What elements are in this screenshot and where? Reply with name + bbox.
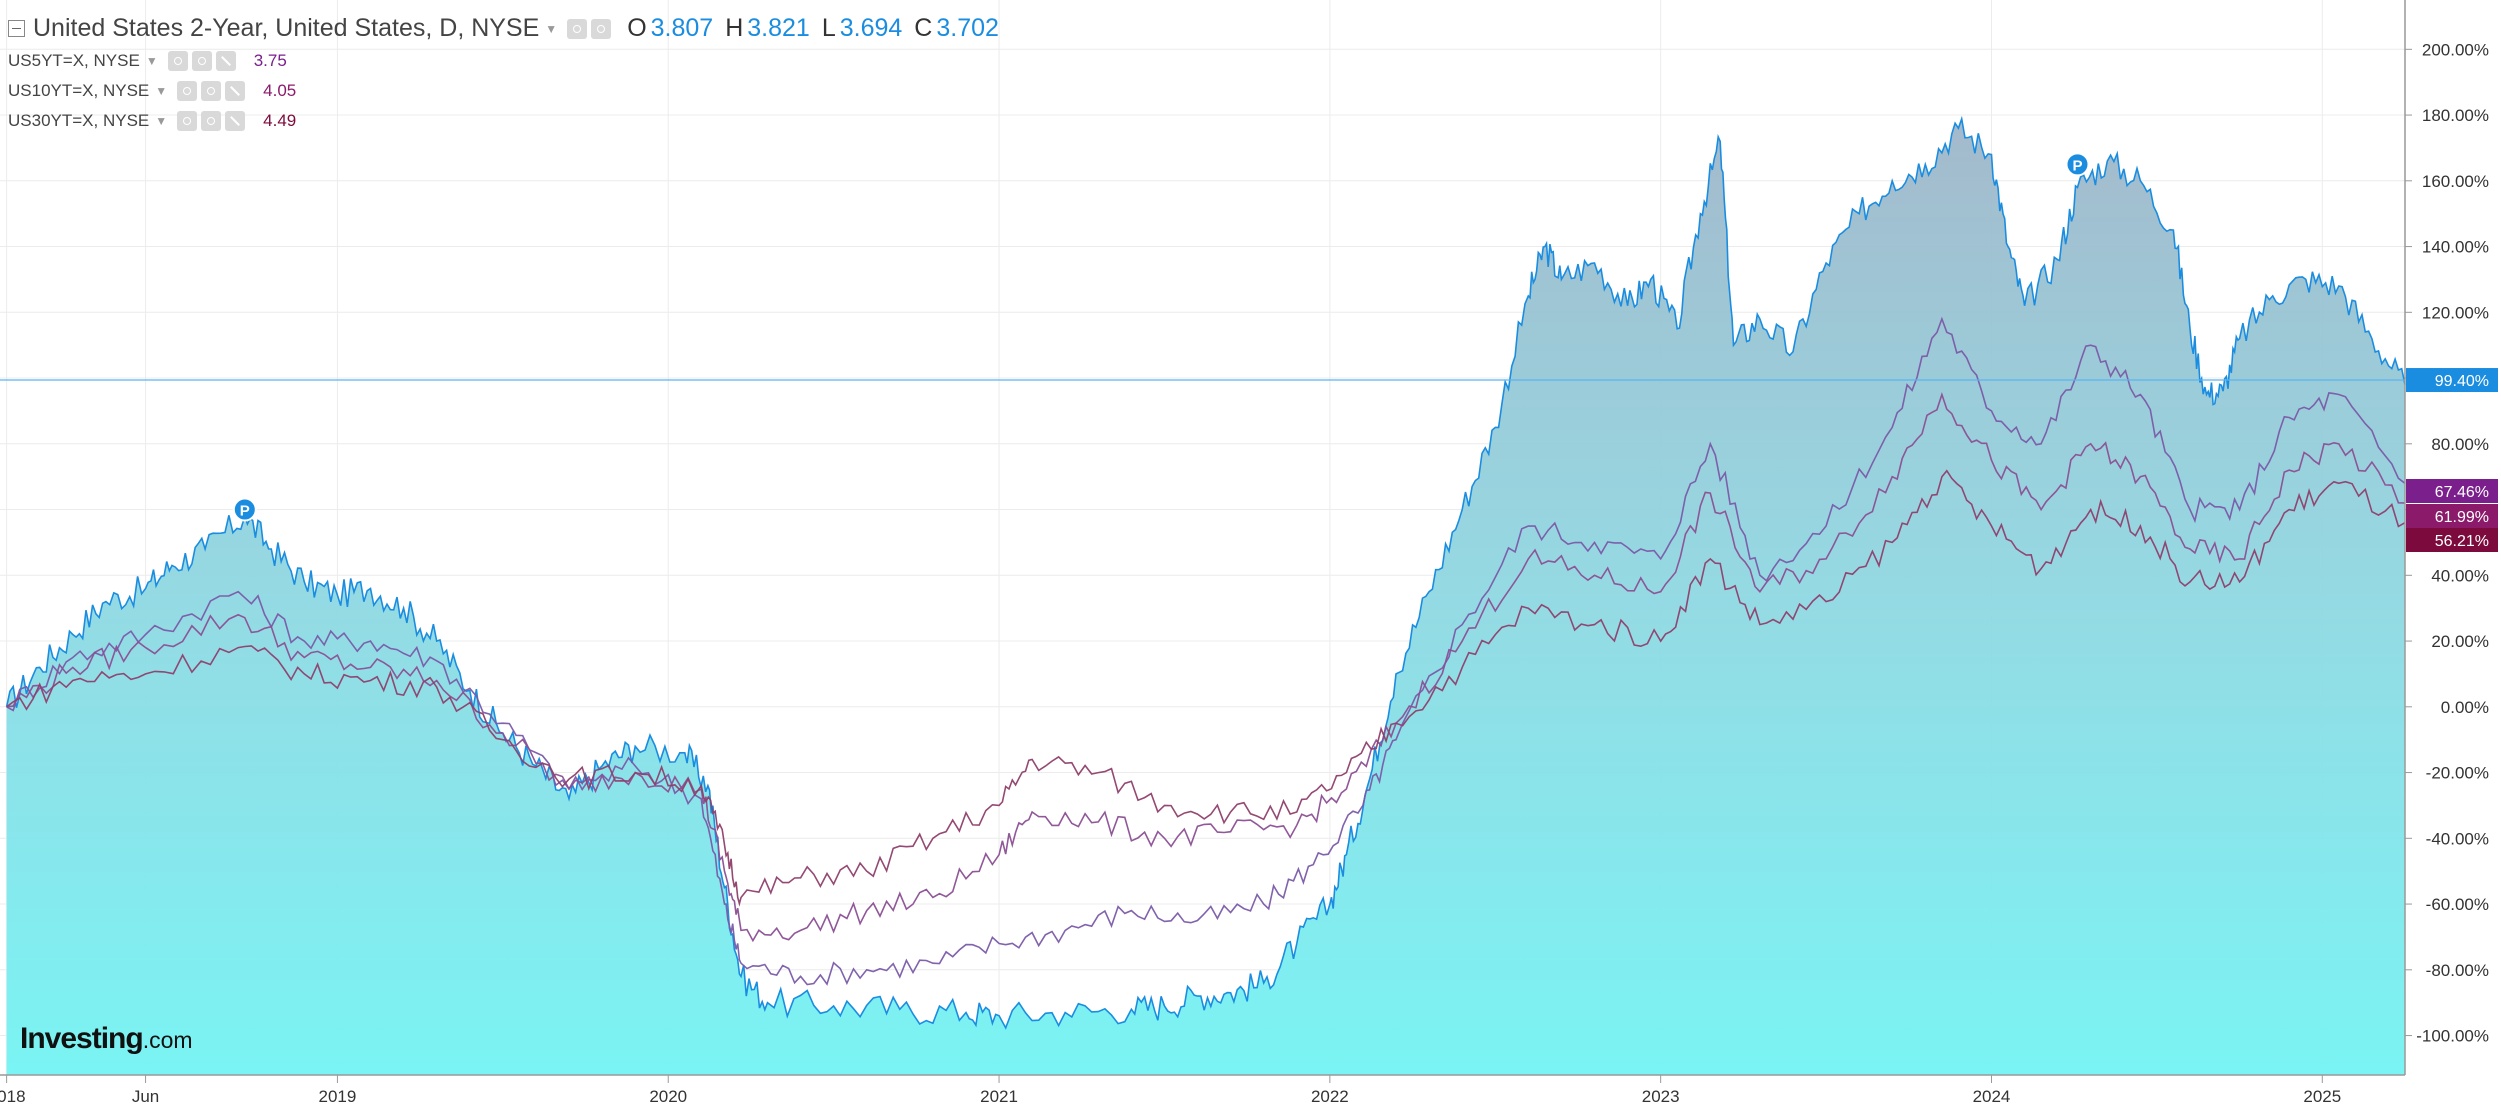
x-tick-label: Jun <box>132 1087 159 1106</box>
close-icon[interactable] <box>225 81 246 101</box>
high-label: H <box>725 14 744 42</box>
y-tick-label: 20.00% <box>2431 632 2489 651</box>
y-tick-label: 200.00% <box>2422 40 2489 59</box>
eye-icon[interactable] <box>167 51 188 71</box>
series-line-us10y <box>6 391 2406 943</box>
logo-suffix: .com <box>142 1027 193 1053</box>
y-tick-label: 40.00% <box>2431 566 2489 585</box>
x-tick-label: 2019 <box>319 1087 357 1106</box>
last-value-labels: 99.40% 67.46% 61.99% 56.21% <box>2406 368 2498 552</box>
high-value: 3.821 <box>747 14 810 42</box>
chevron-down-icon[interactable]: ▼ <box>145 54 158 68</box>
low-label: L <box>821 14 836 42</box>
last-value-badge-us30y <box>2406 528 2498 552</box>
collapse-icon[interactable] <box>8 20 25 37</box>
gear-icon[interactable] <box>591 18 612 39</box>
series-line-us2y <box>5 115 2406 1030</box>
open-value: 3.807 <box>650 14 714 42</box>
last-value-badge-us10y <box>2406 504 2498 528</box>
last-value-text-us30y: 56.21% <box>2435 533 2489 550</box>
gear-icon[interactable] <box>191 51 212 71</box>
last-value-badge-us2y <box>2406 368 2498 393</box>
y-tick-label: 120.00% <box>2422 303 2489 322</box>
chevron-down-icon[interactable]: ▼ <box>155 114 168 128</box>
area-layer <box>6 118 2405 1075</box>
y-tick-label: -20.00% <box>2426 764 2489 783</box>
gear-icon[interactable] <box>201 81 222 101</box>
event-marker-label: P <box>2072 157 2082 174</box>
y-tick-label: 180.00% <box>2422 106 2489 125</box>
main-series-title: United States 2-Year, United States, D, … <box>33 14 540 42</box>
logo-name: Investing <box>20 1022 144 1055</box>
y-tick-label: -60.00% <box>2426 895 2489 914</box>
area-fill-us2y <box>6 118 2405 1075</box>
x-tick-label: 2021 <box>980 1087 1018 1106</box>
legend-row-us5y: US5YT=X, NYSE ▼ 3.75 <box>8 51 287 71</box>
series-line-us5y <box>6 316 2406 986</box>
chevron-down-icon[interactable]: ▼ <box>155 84 168 98</box>
y-tick-label: -80.00% <box>2426 961 2489 980</box>
last-value-text-us2y: 99.40% <box>2435 373 2489 390</box>
legend-row-us10y: US10YT=X, NYSE ▼ 4.05 <box>8 81 296 101</box>
series-value: 4.05 <box>263 81 297 100</box>
event-marker-label: P <box>240 503 250 520</box>
series-value: 3.75 <box>253 51 287 70</box>
close-icon[interactable] <box>215 51 236 71</box>
last-value-text-us10y: 61.99% <box>2435 509 2489 526</box>
gear-icon[interactable] <box>201 111 222 131</box>
x-tick-label: 2020 <box>649 1087 687 1106</box>
y-tick-label: 0.00% <box>2441 698 2489 717</box>
low-value: 3.694 <box>839 14 903 42</box>
series-line-us30y <box>6 469 2406 907</box>
eye-icon[interactable] <box>177 111 198 131</box>
open-label: O <box>627 14 647 42</box>
close-label: C <box>914 14 933 42</box>
event-marker-p[interactable] <box>232 497 257 522</box>
last-value-text-us5y: 67.46% <box>2435 484 2489 501</box>
x-tick-label: 2025 <box>2303 1087 2341 1106</box>
legend-row-us30y: US30YT=X, NYSE ▼ 4.49 <box>8 111 296 131</box>
series-symbol: US10YT=X, NYSE <box>8 81 150 100</box>
series-symbol: US5YT=X, NYSE <box>8 51 140 70</box>
close-value: 3.702 <box>936 14 999 42</box>
last-value-badge-us5y <box>2406 479 2498 503</box>
series-symbol: US30YT=X, NYSE <box>8 111 150 130</box>
series-value: 4.49 <box>263 111 297 130</box>
eye-icon[interactable] <box>177 81 198 101</box>
investing-logo: Investing.com <box>20 1022 193 1056</box>
y-tick-label: 80.00% <box>2431 435 2489 454</box>
legend-main-row: United States 2-Year, United States, D, … <box>8 14 999 43</box>
chevron-down-icon[interactable]: ▼ <box>545 21 558 36</box>
x-tick-label: 2023 <box>1642 1087 1680 1106</box>
event-marker-p[interactable] <box>2065 152 2090 177</box>
eye-icon[interactable] <box>567 18 588 39</box>
event-markers[interactable]: PP <box>232 152 2090 522</box>
y-tick-label: 160.00% <box>2422 172 2489 191</box>
y-tick-label: 140.00% <box>2422 238 2489 257</box>
x-tick-label: 2022 <box>1311 1087 1349 1106</box>
x-tick-label: 2024 <box>1973 1087 2011 1106</box>
y-tick-label: -40.00% <box>2426 829 2489 848</box>
series-lines <box>5 115 2406 1030</box>
x-tick-label: 2018 <box>0 1087 26 1106</box>
y-tick-label: -100.00% <box>2416 1027 2489 1046</box>
close-icon[interactable] <box>225 111 246 131</box>
